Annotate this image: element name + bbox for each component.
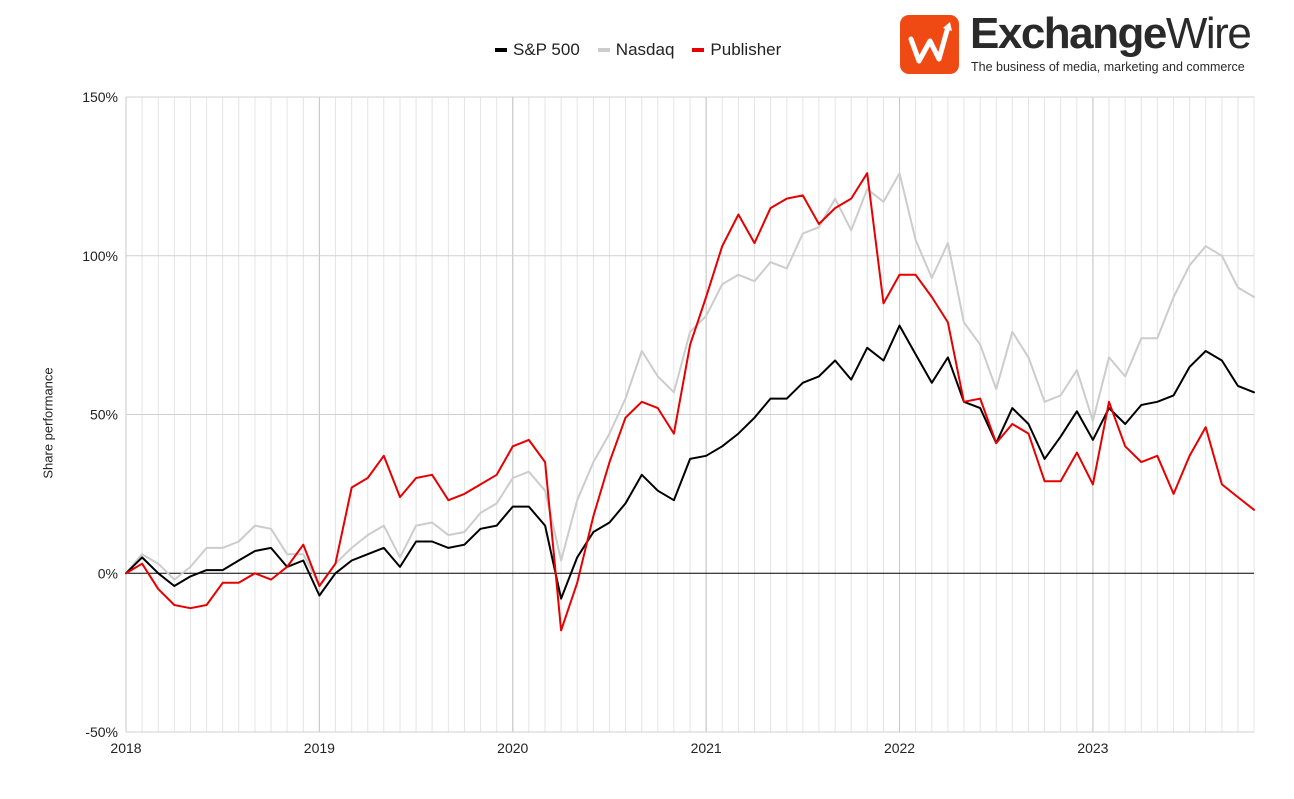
y-tick-label: 100% [82, 248, 118, 264]
legend-item-sp500: S&P 500 [495, 40, 580, 60]
y-axis-label: Share performance [40, 367, 56, 479]
legend-swatch-sp500 [495, 48, 507, 52]
legend-label-publisher: Publisher [710, 40, 782, 59]
legend-label-nasdaq: Nasdaq [615, 40, 675, 59]
legend-item-publisher: Publisher [692, 40, 781, 60]
logo-name-thin: Wire [1165, 9, 1252, 58]
y-tick-label: 50% [90, 407, 118, 423]
legend-swatch-nasdaq [597, 48, 610, 52]
logo-badge-icon [900, 15, 959, 74]
x-tick-label: 2020 [497, 740, 528, 756]
legend-item-nasdaq: Nasdaq [597, 40, 675, 60]
y-tick-label: 150% [82, 89, 118, 105]
x-tick-label: 2022 [884, 740, 915, 756]
exchangewire-logo: ExchangeWire The business of media, mark… [900, 9, 1260, 77]
y-tick-label: -50% [85, 724, 118, 740]
series-line-nasdaq [125, 172, 1255, 587]
series-line-s-p-500 [125, 324, 1255, 600]
legend-swatch-publisher [692, 48, 705, 52]
logo-wordmark: ExchangeWire [970, 9, 1252, 59]
logo-name-bold: Exchange [970, 9, 1167, 58]
logo-tagline: The business of media, marketing and com… [971, 60, 1245, 74]
chart-legend: S&P 500 Nasdaq Publisher [495, 40, 781, 60]
grid-lines [125, 96, 1255, 733]
x-tick-label: 2021 [691, 740, 722, 756]
series-line-publisher [125, 172, 1255, 632]
y-tick-label: 0% [98, 565, 118, 581]
axes: -50% 0% 50% 100% 150% 2018 2019 2020 2021 2022 202… [82, 89, 1109, 756]
legend-label-sp500: S&P 500 [513, 40, 580, 59]
x-tick-label: 2019 [304, 740, 335, 756]
series-lines [125, 172, 1255, 632]
x-tick-label: 2018 [110, 740, 141, 756]
x-tick-label: 2023 [1077, 740, 1108, 756]
